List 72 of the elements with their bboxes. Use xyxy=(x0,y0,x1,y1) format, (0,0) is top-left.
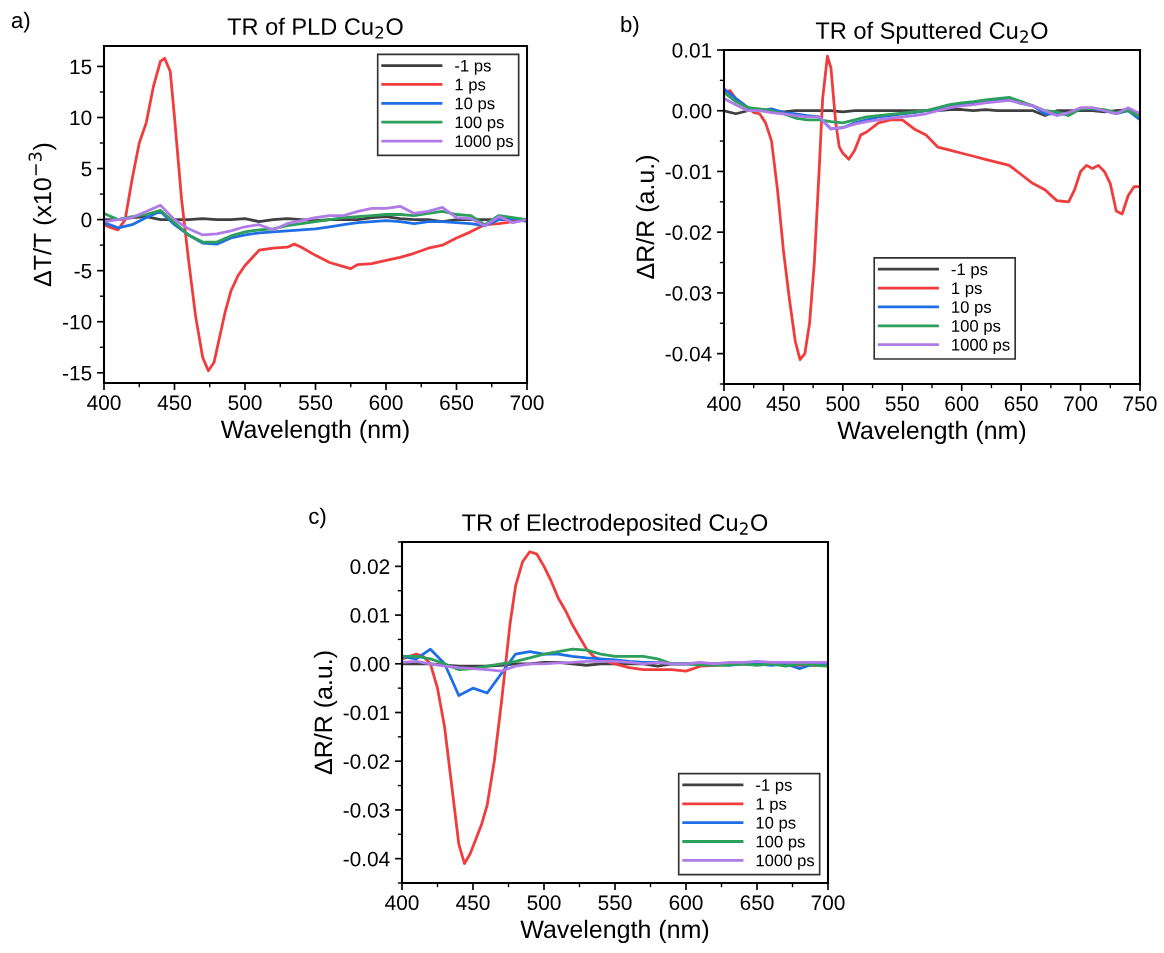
y-tick-label: 5 xyxy=(81,161,92,177)
legend-label: -1 ps xyxy=(455,59,491,75)
legend-label: 10 ps xyxy=(455,97,495,113)
y-tick-label: -0.02 xyxy=(665,225,712,240)
x-tick-label: 550 xyxy=(298,395,333,411)
legend-label: -1 ps xyxy=(756,779,792,795)
legend-label: 100 ps xyxy=(756,835,805,851)
x-tick-label: 750 xyxy=(1123,396,1157,412)
y-tick-label: -0.04 xyxy=(343,851,390,867)
x-tick-label: 450 xyxy=(766,396,800,412)
y-tick-label: 10 xyxy=(70,110,92,126)
y-tick-label: 0.00 xyxy=(350,656,390,672)
y-tick-label: -0.04 xyxy=(665,346,712,362)
legend-label: 10 ps xyxy=(756,816,796,832)
x-tick-label: 500 xyxy=(527,895,561,911)
text: a) xyxy=(11,11,30,33)
x-axis-title: Wavelength (nm) xyxy=(220,419,409,444)
legend-label: 1000 ps xyxy=(952,338,1010,354)
chart-title: TR of Electrodeposited Cu$_{2}$O xyxy=(462,513,768,536)
x-tick-label: 400 xyxy=(707,396,741,412)
chart-title: TR of Sputtered Cu$_{2}$O xyxy=(815,21,1048,44)
y-tick-label: 15 xyxy=(70,59,92,75)
legend-label: 1 ps xyxy=(455,78,486,94)
line-series xyxy=(402,659,828,673)
x-axis-title: Wavelength (nm) xyxy=(520,919,709,944)
legend-label: 100 ps xyxy=(952,320,1001,336)
x-tick-label: 550 xyxy=(598,895,632,911)
y-tick-label: -10 xyxy=(63,314,92,330)
x-axis-title: Wavelength (nm) xyxy=(837,420,1026,445)
y-tick-label: -0.01 xyxy=(665,164,712,180)
x-tick-label: 650 xyxy=(740,895,774,911)
legend-label: 1000 ps xyxy=(455,135,514,151)
y-tick-label: 0.01 xyxy=(350,608,390,623)
y-axis-title: ΔT/T (x10$^{−3}$) xyxy=(28,143,57,287)
chart-title: TR of PLD Cu$_{2}$O xyxy=(227,17,403,39)
line-series xyxy=(104,203,527,237)
x-tick-label: 500 xyxy=(826,396,860,412)
x-tick-label: 450 xyxy=(456,895,490,911)
y-tick-label: -15 xyxy=(63,366,92,381)
y-tick-label: 0.02 xyxy=(350,559,390,575)
legend-label: -1 ps xyxy=(951,263,988,279)
line-series xyxy=(724,97,1140,131)
x-tick-label: 400 xyxy=(385,895,419,911)
legend-label: 1000 ps xyxy=(756,854,815,870)
y-axis-title: ΔR/R (a.u.) xyxy=(635,156,660,279)
x-tick-label: 600 xyxy=(945,396,979,412)
y-tick-label: -0.01 xyxy=(343,705,390,721)
x-tick-label: 500 xyxy=(228,395,262,411)
x-tick-label: 700 xyxy=(811,895,845,911)
y-tick-label: -0.03 xyxy=(343,802,390,818)
legend-label: 1 ps xyxy=(952,282,982,298)
y-tick-label: 0.00 xyxy=(672,103,712,119)
x-tick-label: 600 xyxy=(669,895,703,911)
x-tick-label: 400 xyxy=(87,395,121,411)
legend-label: 100 ps xyxy=(455,116,504,132)
x-tick-label: 650 xyxy=(440,395,474,411)
x-tick-label: 650 xyxy=(1004,396,1038,412)
y-tick-label: 0 xyxy=(81,212,92,228)
y-tick-label: -5 xyxy=(74,263,92,279)
y-axis-title: ΔR/R (a.u.) xyxy=(313,651,338,775)
x-tick-label: 550 xyxy=(885,396,919,412)
y-tick-label: -0.03 xyxy=(665,285,712,301)
x-tick-label: 600 xyxy=(369,395,403,411)
x-tick-label: 700 xyxy=(1064,396,1098,412)
text: b) xyxy=(621,15,639,37)
x-tick-label: 700 xyxy=(510,395,544,411)
legend-label: 10 ps xyxy=(952,301,992,317)
legend-label: 1 ps xyxy=(756,798,787,814)
y-tick-label: 0.01 xyxy=(672,43,712,58)
y-tick-label: -0.02 xyxy=(343,754,390,769)
text: c) xyxy=(309,507,326,529)
x-tick-label: 450 xyxy=(157,395,192,411)
